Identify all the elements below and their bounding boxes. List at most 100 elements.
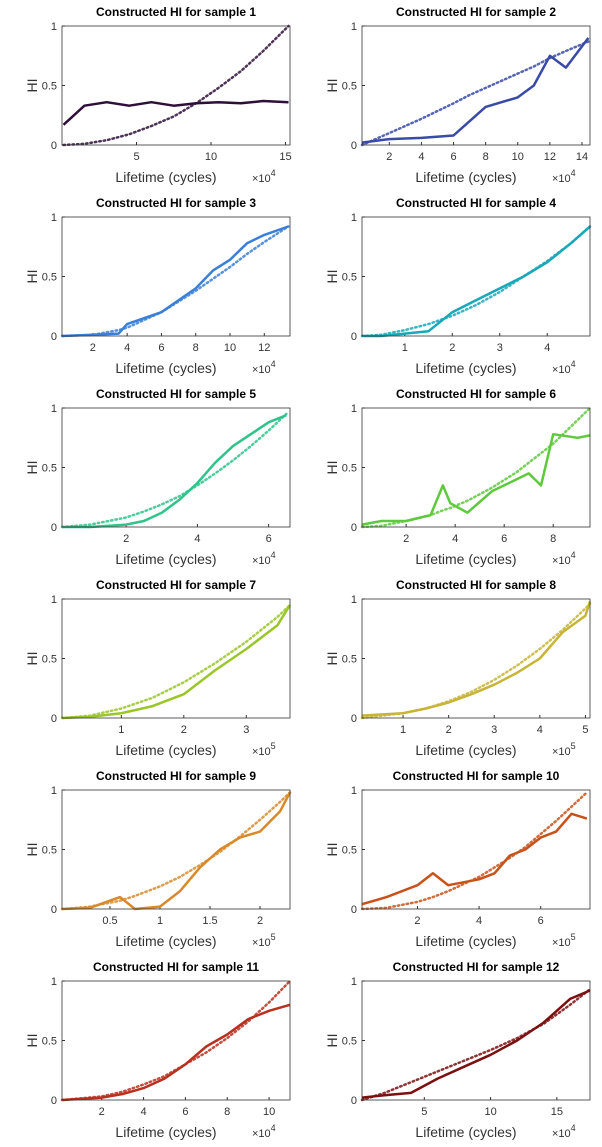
x-tick-label: 12 — [258, 342, 270, 354]
x-axis-label: Lifetime (cycles) — [415, 551, 516, 567]
x-tick-label: 4 — [194, 533, 200, 545]
fit-line — [360, 791, 589, 911]
plot-frame — [61, 25, 291, 146]
subplot-title: Constructed HI for sample 1 — [96, 5, 256, 19]
x-tick-label: 8 — [193, 342, 199, 354]
hi-line — [361, 601, 592, 717]
x-scale-label: ×104 — [252, 168, 276, 185]
x-scale-label: ×105 — [552, 932, 576, 949]
fit-line — [360, 988, 592, 1102]
x-tick-label: 4 — [418, 151, 424, 163]
y-tick-label: 0.5 — [42, 272, 57, 284]
x-axis-label: Lifetime (cycles) — [415, 360, 516, 376]
y-tick-label: 1 — [351, 21, 357, 33]
x-scale-base: ×10 — [252, 937, 271, 949]
x-tick-label: 1 — [118, 724, 124, 736]
y-tick-label: 1 — [351, 976, 357, 988]
x-tick-label: 4 — [452, 533, 458, 545]
x-tick-label: 14 — [576, 151, 588, 163]
x-scale-label: ×104 — [552, 550, 576, 567]
x-scale-label: ×105 — [552, 741, 576, 758]
x-scale-exponent: 4 — [271, 168, 276, 178]
plot-frame — [361, 789, 591, 910]
y-tick-label: 1 — [351, 212, 357, 224]
hi-line — [61, 225, 289, 338]
y-tick-label: 0 — [351, 1095, 357, 1107]
x-scale-exponent: 5 — [571, 741, 576, 751]
y-axis-label: HI — [24, 1034, 40, 1048]
y-axis-label: HI — [324, 461, 340, 475]
x-tick-label: 6 — [450, 151, 456, 163]
x-tick-label: 15 — [551, 1106, 563, 1118]
x-scale-exponent: 4 — [271, 550, 276, 560]
y-tick-label: 0 — [51, 1095, 57, 1107]
plot-frame — [361, 598, 591, 719]
y-axis-label: HI — [24, 652, 40, 666]
plot-frame — [361, 980, 591, 1101]
x-scale-exponent: 4 — [271, 359, 276, 369]
plot-frame — [361, 216, 591, 337]
y-tick-label: 0.5 — [342, 845, 357, 857]
fit-line — [60, 603, 292, 720]
y-tick-label: 0 — [351, 140, 357, 152]
x-scale-exponent: 5 — [271, 932, 276, 942]
x-tick-label: 2 — [123, 533, 129, 545]
y-tick-label: 1 — [51, 594, 57, 606]
x-scale-base: ×10 — [552, 746, 571, 758]
plot-frame — [361, 25, 591, 146]
x-tick-label: 0.5 — [102, 915, 117, 927]
y-tick-label: 0.5 — [42, 1036, 57, 1048]
x-scale-exponent: 4 — [571, 359, 576, 369]
subplot: Constructed HI for sample 4 HI 0 0.5 1 1 2 3 4 Li… — [324, 196, 592, 376]
y-tick-label: 0 — [351, 522, 357, 534]
x-tick-label: 4 — [124, 342, 130, 354]
subplot: Constructed HI for sample 7 HI 0 0.5 1 1 2 3 Lif… — [24, 578, 292, 758]
y-tick-label: 0 — [51, 522, 57, 534]
x-tick-label: 2 — [403, 533, 409, 545]
y-tick-label: 0.5 — [342, 463, 357, 475]
x-tick-label: 2 — [257, 915, 263, 927]
x-tick-label: 5 — [582, 724, 588, 736]
x-tick-label: 1 — [402, 342, 408, 354]
x-tick-label: 8 — [224, 1106, 230, 1118]
x-tick-label: 8 — [483, 151, 489, 163]
x-scale-exponent: 4 — [571, 1123, 576, 1133]
x-tick-label: 2 — [99, 1106, 105, 1118]
y-axis-label: HI — [24, 843, 40, 857]
y-axis-label: HI — [324, 843, 340, 857]
y-tick-label: 0.5 — [42, 654, 57, 666]
x-tick-label: 10 — [512, 151, 524, 163]
x-tick-label: 3 — [491, 724, 497, 736]
x-scale-exponent: 5 — [271, 741, 276, 751]
y-tick-label: 0 — [351, 713, 357, 725]
x-scale-label: ×104 — [252, 550, 276, 567]
x-axis-label: Lifetime (cycles) — [115, 742, 216, 758]
x-scale-label: ×105 — [252, 741, 276, 758]
x-tick-label: 1 — [157, 915, 163, 927]
x-scale-base: ×10 — [252, 173, 271, 185]
hi-line — [62, 413, 287, 529]
hi-line — [61, 791, 292, 911]
x-tick-label: 2 — [181, 724, 187, 736]
x-scale-label: ×104 — [552, 359, 576, 376]
y-tick-label: 1 — [351, 594, 357, 606]
hi-line — [61, 1003, 291, 1102]
x-tick-label: 2 — [449, 342, 455, 354]
x-axis-label: Lifetime (cycles) — [115, 1124, 216, 1140]
y-tick-label: 0.5 — [342, 654, 357, 666]
plot-frame — [61, 980, 291, 1101]
y-tick-label: 0.5 — [42, 81, 57, 93]
x-scale-label: ×105 — [252, 932, 276, 949]
subplot-title: Constructed HI for sample 6 — [396, 387, 556, 401]
y-tick-label: 0.5 — [342, 272, 357, 284]
x-tick-label: 2 — [386, 151, 392, 163]
subplot-title: Constructed HI for sample 4 — [396, 196, 556, 210]
fit-line — [60, 412, 288, 529]
x-tick-label: 3 — [243, 724, 249, 736]
x-scale-base: ×10 — [252, 1128, 271, 1140]
plot-frame — [361, 407, 591, 528]
